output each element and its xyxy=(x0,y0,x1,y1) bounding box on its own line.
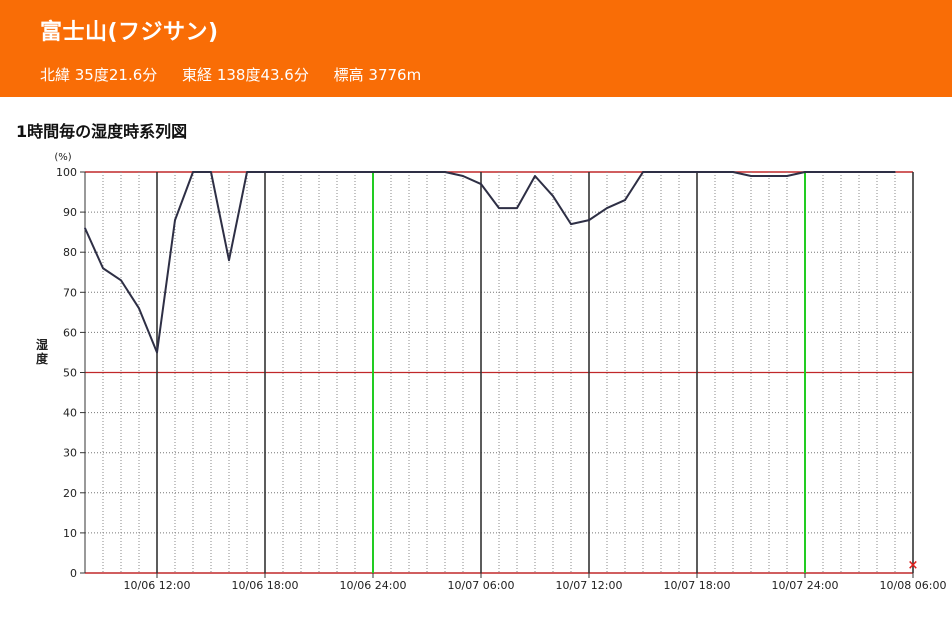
data-point xyxy=(390,171,392,173)
station-title: 富士山(フジサン) xyxy=(40,20,219,45)
data-point xyxy=(534,175,536,177)
data-point xyxy=(120,279,122,282)
data-point xyxy=(660,171,662,173)
data-point xyxy=(696,171,698,173)
data-point xyxy=(732,171,734,173)
x-tick-label: 10/06 18:00 xyxy=(232,579,299,592)
data-point xyxy=(570,223,572,225)
data-point xyxy=(336,171,338,173)
y-tick-label: 20 xyxy=(63,487,77,500)
data-point xyxy=(192,171,194,173)
data-point xyxy=(174,219,176,221)
data-point xyxy=(408,171,410,173)
data-point xyxy=(804,171,806,173)
y-tick-label: 30 xyxy=(63,447,77,460)
data-point xyxy=(516,207,518,209)
data-point xyxy=(768,175,770,177)
y-tick-label: 80 xyxy=(63,246,77,259)
missing-data-marker: × xyxy=(908,558,919,573)
data-point xyxy=(552,195,554,197)
humidity-chart: 0 10 20 30 40 50 60 70 80 90 100 (%) 湿度 10/06 12:00 10… xyxy=(36,152,947,592)
data-point xyxy=(264,171,266,173)
x-tick-label: 10/07 06:00 xyxy=(448,579,515,592)
data-point xyxy=(678,171,680,173)
x-tick-label: 10/06 12:00 xyxy=(124,579,191,592)
data-point xyxy=(498,207,500,209)
longitude: 東経 138度43.6分 xyxy=(182,66,309,84)
latitude: 北緯 35度21.6分 xyxy=(40,66,158,84)
data-point xyxy=(480,183,482,185)
y-tick-label: 10 xyxy=(63,527,77,540)
y-tick-label: 40 xyxy=(63,407,77,420)
series-line xyxy=(84,171,895,354)
data-point xyxy=(642,171,644,173)
x-tick-label: 10/06 24:00 xyxy=(340,579,407,592)
y-axis-label: 湿度 xyxy=(36,337,49,366)
x-tick-label: 10/07 24:00 xyxy=(772,579,839,592)
data-point xyxy=(282,171,284,173)
y-tick-label: 50 xyxy=(63,367,77,380)
data-point xyxy=(894,171,896,173)
y-tick-label: 70 xyxy=(63,286,77,299)
data-point xyxy=(210,171,212,173)
data-point xyxy=(858,171,860,173)
data-point xyxy=(138,307,140,310)
y-tick-label: 100 xyxy=(56,166,77,179)
data-point xyxy=(840,171,842,173)
y-tick-label: 60 xyxy=(63,326,77,339)
data-point xyxy=(624,199,626,201)
data-point xyxy=(786,175,788,177)
data-point xyxy=(354,171,356,173)
station-header: 富士山(フジサン) 北緯 35度21.6分 東経 138度43.6分 標高 37… xyxy=(0,0,952,97)
y-tick-label: 0 xyxy=(70,567,77,580)
data-point xyxy=(102,267,104,270)
data-point xyxy=(606,207,608,209)
data-point xyxy=(714,171,716,173)
data-point xyxy=(462,175,464,177)
elevation: 標高 3776m xyxy=(333,66,422,84)
data-point xyxy=(84,227,86,229)
station-meta: 北緯 35度21.6分 東経 138度43.6分 標高 3776m xyxy=(40,64,441,85)
y-tick-label: 90 xyxy=(63,206,77,219)
data-point xyxy=(246,171,248,173)
data-point xyxy=(300,171,302,173)
data-point xyxy=(876,171,878,173)
data-point xyxy=(156,351,158,354)
data-point xyxy=(444,171,446,173)
data-point xyxy=(588,219,590,221)
x-tick-label: 10/07 18:00 xyxy=(664,579,731,592)
x-tick-label: 10/08 06:00 xyxy=(880,579,947,592)
chart-section-title: 1時間毎の湿度時系列図 xyxy=(16,122,188,141)
data-point xyxy=(822,171,824,173)
y-unit-label: (%) xyxy=(54,152,71,163)
data-point xyxy=(750,175,752,177)
data-point xyxy=(318,171,320,173)
data-point xyxy=(228,259,230,262)
data-point xyxy=(372,171,374,173)
data-point xyxy=(426,171,428,173)
x-tick-label: 10/07 12:00 xyxy=(556,579,623,592)
